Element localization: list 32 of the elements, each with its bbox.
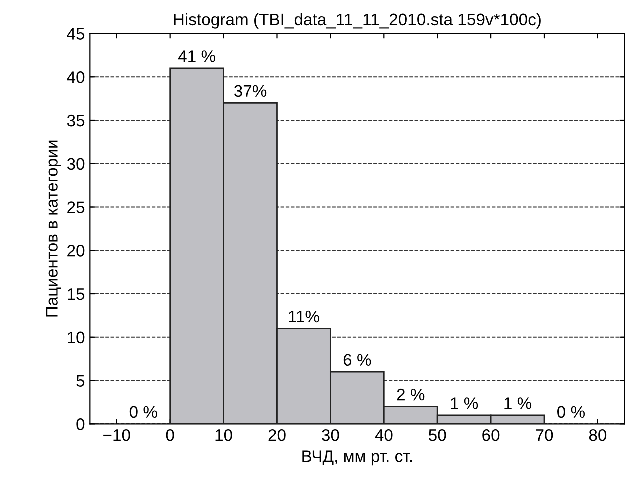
chart-title: Histogram (TBI_data_11_11_2010.sta 159v*100c) bbox=[174, 13, 541, 29]
y-tick-label: 10 bbox=[68, 332, 85, 344]
x-tick-label: 0 bbox=[166, 429, 174, 442]
y-tick-label: 0 bbox=[76, 418, 85, 430]
y-tick-label: 5 bbox=[76, 375, 85, 387]
x-tick-label: 40 bbox=[375, 429, 393, 442]
data-label: 11% bbox=[289, 310, 320, 323]
data-label: 41 % bbox=[178, 50, 216, 62]
y-tick-label: 15 bbox=[68, 288, 85, 300]
x-tick-label: 20 bbox=[268, 429, 286, 442]
y-tick-label: 30 bbox=[67, 158, 85, 170]
x-tick-label: −10 bbox=[104, 429, 130, 442]
data-label: 37% bbox=[234, 85, 267, 98]
x-tick-label: 30 bbox=[322, 429, 340, 442]
x-tick-label: 10 bbox=[216, 429, 232, 442]
y-tick-label: 40 bbox=[67, 72, 85, 84]
data-label: 6 % bbox=[344, 354, 372, 366]
y-tick-label: 35 bbox=[67, 114, 85, 127]
x-tick-label: 60 bbox=[482, 429, 500, 442]
x-tick-label: 80 bbox=[589, 429, 607, 442]
y-tick-label: 25 bbox=[68, 202, 85, 214]
data-label: 1 % bbox=[451, 398, 478, 410]
data-label: 1 % bbox=[504, 398, 532, 410]
y-tick-label: 45 bbox=[67, 28, 85, 40]
data-label: 0 % bbox=[130, 406, 158, 418]
data-label: 0 % bbox=[558, 406, 585, 418]
x-tick-label: 70 bbox=[536, 429, 554, 442]
y-axis-title: Пациентов в категории bbox=[46, 140, 62, 317]
x-axis-title: ВЧД, мм рт. ст. bbox=[302, 450, 412, 466]
data-label: 2 % bbox=[397, 388, 425, 401]
x-tick-label: 50 bbox=[428, 429, 446, 442]
y-tick-label: 20 bbox=[68, 245, 85, 257]
